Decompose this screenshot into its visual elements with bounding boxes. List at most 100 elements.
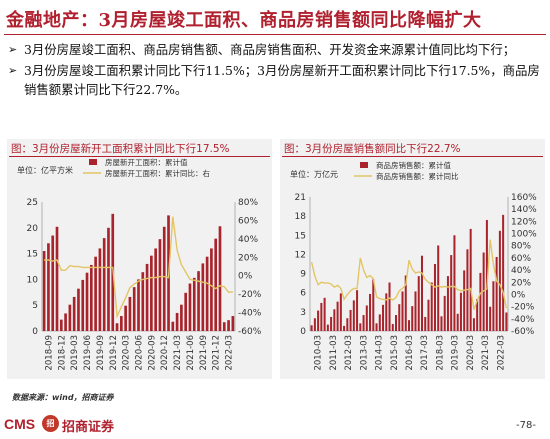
bar-mark	[430, 282, 433, 331]
bar-mark	[424, 316, 427, 331]
bar-mark	[469, 228, 472, 331]
y-right-tick-label: 80%	[511, 242, 531, 252]
bar-mark	[313, 318, 316, 331]
x-tick-label: 2014-03	[375, 335, 385, 371]
bar-mark	[411, 306, 414, 331]
y-left-tick-label: 0	[300, 327, 306, 337]
bar-mark	[459, 292, 462, 331]
legend-swatch-bar	[360, 162, 368, 168]
bar-mark	[145, 263, 149, 331]
y-left-tick-label: 3	[300, 308, 306, 318]
bar-mark	[310, 325, 313, 331]
bar-mark	[417, 276, 420, 331]
bar-mark	[407, 320, 411, 331]
x-tick-label: 2021-03	[173, 335, 183, 371]
title-divider	[4, 34, 546, 35]
legend-swatch-bar	[89, 159, 97, 165]
bar-mark	[375, 323, 378, 331]
bar-mark	[352, 300, 355, 331]
chart-unit-label: 单位：万亿元	[290, 169, 338, 179]
bar-mark	[427, 299, 430, 331]
bar-mark	[440, 316, 443, 331]
bar-mark	[89, 264, 93, 331]
bar-mark	[42, 251, 46, 331]
bar-mark	[201, 263, 205, 331]
legend-label: 商品房销售额：累计同比	[376, 171, 459, 181]
bar-mark	[336, 301, 339, 331]
bar-mark	[184, 292, 188, 331]
y-left-tick-label: 6	[300, 289, 306, 299]
x-tick-label: 2019-03	[451, 335, 461, 371]
yoy-line-series	[44, 216, 233, 320]
x-tick-label: 2013-03	[359, 335, 369, 371]
bar-mark	[154, 248, 157, 331]
bar-mark	[68, 304, 72, 331]
bar-mark	[391, 323, 394, 331]
bar-mark	[214, 238, 218, 331]
bar-mark	[128, 296, 132, 331]
bar-mark	[356, 290, 359, 331]
bar-mark	[472, 318, 475, 331]
bullet-item: ➢ 3月份房屋竣工面积累计同比下行11.5%；3月份房屋新开工面积累计同比下行1…	[8, 61, 543, 99]
bar-mark	[124, 305, 127, 331]
y-left-tick-label: 25	[27, 198, 38, 208]
x-tick-label: 2021-06	[186, 335, 196, 371]
y-left-tick-label: 9	[300, 270, 306, 280]
y-right-tick-label: 80%	[238, 198, 258, 208]
bar-mark	[231, 316, 235, 331]
bar-mark	[171, 321, 175, 331]
arrow-bullet-icon: ➢	[8, 64, 18, 77]
chart-title-divider	[9, 156, 270, 157]
bar-mark	[414, 291, 417, 331]
bar-mark	[482, 252, 485, 331]
x-tick-label: 2016-03	[405, 335, 415, 371]
bar-mark	[456, 313, 459, 331]
bar-mark	[339, 293, 342, 331]
bar-mark	[162, 226, 166, 331]
legend-label: 房屋新开工面积：累计值	[105, 157, 188, 167]
bar-mark	[365, 305, 368, 331]
x-tick-label: 2020-09	[147, 335, 157, 371]
bar-mark	[395, 315, 398, 331]
x-tick-label: 2011-03	[329, 335, 339, 371]
bar-mark	[362, 315, 365, 331]
y-right-tick-label: -60%	[511, 327, 535, 337]
y-right-tick-label: 20%	[238, 253, 258, 263]
bar-mark	[330, 316, 333, 331]
bar-mark	[446, 276, 449, 331]
chart-title-divider	[282, 156, 543, 157]
y-left-tick-label: 18	[295, 212, 307, 222]
bullet-list: ➢ 3月份房屋竣工面积、商品房销售额、商品房销售面积、开发资金来源累计值同比均下…	[8, 40, 543, 101]
bar-mark	[94, 256, 97, 331]
page-title: 金融地产：3月房屋竣工面积、商品房销售额同比降幅扩大	[6, 10, 482, 31]
y-left-tick-label: 15	[27, 250, 38, 260]
x-tick-label: 2020-03	[466, 335, 476, 371]
bar-mark	[346, 318, 349, 331]
bar-mark	[378, 314, 381, 331]
bar-mark	[463, 270, 466, 331]
bar-mark	[420, 255, 423, 331]
bar-mark	[141, 272, 145, 331]
bar-mark	[404, 275, 407, 331]
bar-mark	[227, 320, 230, 331]
bar-mark	[188, 283, 192, 331]
bar-mark	[180, 304, 183, 331]
y-left-tick-label: 21	[295, 193, 306, 203]
footer: CMS 招 招商证券 -78-	[0, 414, 550, 439]
y-right-tick-label: 0%	[238, 272, 253, 282]
bar-mark	[205, 256, 209, 331]
bar-mark	[102, 238, 106, 331]
bar-mark	[489, 306, 492, 331]
y-right-tick-label: 140%	[511, 205, 537, 215]
chart-unit-label: 单位：亿平方米	[17, 165, 73, 175]
bar-mark	[197, 271, 200, 331]
chart-title: 图：3月份房屋销售额同比下行22.7%	[284, 143, 461, 155]
y-right-tick-label: -40%	[238, 309, 262, 319]
bar-mark	[349, 309, 352, 331]
x-tick-label: 2012-03	[344, 335, 354, 371]
bar-mark	[317, 310, 320, 331]
x-tick-label: 2021-12	[212, 335, 222, 371]
bar-mark	[495, 256, 498, 331]
